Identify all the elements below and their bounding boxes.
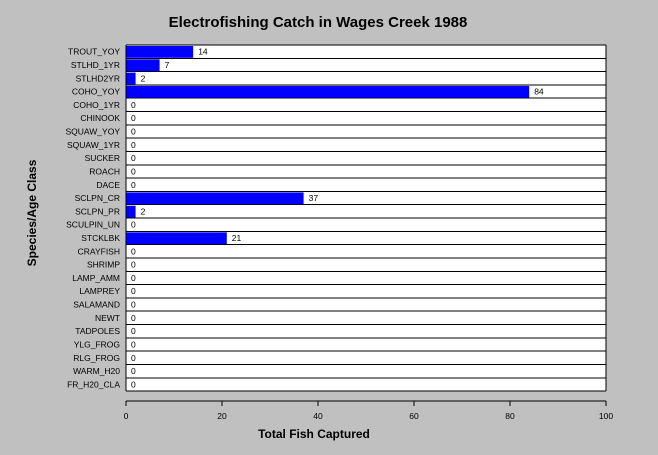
category-label: TADPOLES xyxy=(75,326,120,336)
data-label: 14 xyxy=(198,47,208,57)
data-label: 2 xyxy=(141,73,146,83)
bar xyxy=(126,205,136,218)
data-label: 0 xyxy=(131,180,136,190)
data-label: 0 xyxy=(131,260,136,270)
data-label: 0 xyxy=(131,339,136,349)
bar xyxy=(126,59,160,72)
data-label: 37 xyxy=(309,193,319,203)
category-label: CRAYFISH xyxy=(78,246,120,256)
data-label: 0 xyxy=(131,286,136,296)
bar xyxy=(126,72,136,85)
x-axis-label: Total Fish Captured xyxy=(258,427,370,441)
x-tick-label: 40 xyxy=(313,411,323,421)
data-label: 0 xyxy=(131,326,136,336)
data-label: 0 xyxy=(131,273,136,283)
category-label: DACE xyxy=(96,180,120,190)
category-label: SHRIMP xyxy=(87,260,120,270)
category-label: SCLPN_CR xyxy=(75,193,120,203)
data-label: 0 xyxy=(131,166,136,176)
category-label: NEWT xyxy=(95,313,120,323)
category-label: SQUAW_YOY xyxy=(66,127,121,137)
category-label: STCKLBK xyxy=(81,233,120,243)
data-label: 0 xyxy=(131,127,136,137)
data-label: 84 xyxy=(534,87,544,97)
x-tick-label: 0 xyxy=(124,411,129,421)
data-label: 0 xyxy=(131,313,136,323)
category-label: COHO_YOY xyxy=(72,87,121,97)
x-tick-label: 60 xyxy=(409,411,419,421)
category-label: WARM_H20 xyxy=(73,366,120,376)
category-label: COHO_1YR xyxy=(73,100,120,110)
data-label: 0 xyxy=(131,300,136,310)
data-label: 21 xyxy=(232,233,242,243)
category-label: RLG_FROG xyxy=(73,353,120,363)
x-tick-label: 100 xyxy=(599,411,613,421)
data-label: 0 xyxy=(131,153,136,163)
category-label: ROACH xyxy=(89,166,120,176)
category-label: TROUT_YOY xyxy=(68,47,120,57)
bar xyxy=(126,232,227,245)
category-label: FR_H20_CLA xyxy=(67,379,120,389)
category-label: STLHD2YR xyxy=(76,73,120,83)
plot-area: TROUT_YOY 14 STLHD_1YR 7 STLHD2YR 2 COHO_YOY 84… xyxy=(66,44,613,421)
bar xyxy=(126,192,304,205)
category-label: LAMP_AMM xyxy=(72,273,120,283)
category-label: SCULPIN_UN xyxy=(66,220,120,230)
data-label: 0 xyxy=(131,366,136,376)
data-label: 0 xyxy=(131,113,136,123)
data-label: 0 xyxy=(131,379,136,389)
category-label: LAMPREY xyxy=(79,286,120,296)
category-label: CHINOOK xyxy=(80,113,120,123)
y-axis-label: Species/Age Class xyxy=(25,159,39,266)
chart-title: Electrofishing Catch in Wages Creek 1988 xyxy=(169,14,468,31)
category-label: SALAMAND xyxy=(73,300,120,310)
data-label: 7 xyxy=(165,60,170,70)
data-label: 0 xyxy=(131,353,136,363)
data-label: 0 xyxy=(131,220,136,230)
data-label: 0 xyxy=(131,100,136,110)
data-label: 0 xyxy=(131,246,136,256)
x-tick-label: 20 xyxy=(217,411,227,421)
data-label: 2 xyxy=(141,206,146,216)
category-label: SQUAW_1YR xyxy=(67,140,120,150)
category-label: SCLPN_PR xyxy=(75,206,120,216)
x-tick-label: 80 xyxy=(505,411,515,421)
category-label: STLHD_1YR xyxy=(71,60,120,70)
bar xyxy=(126,85,530,98)
data-label: 0 xyxy=(131,140,136,150)
category-label: YLG_FROG xyxy=(74,339,120,349)
category-label: SUCKER xyxy=(85,153,120,163)
bar xyxy=(126,46,194,58)
